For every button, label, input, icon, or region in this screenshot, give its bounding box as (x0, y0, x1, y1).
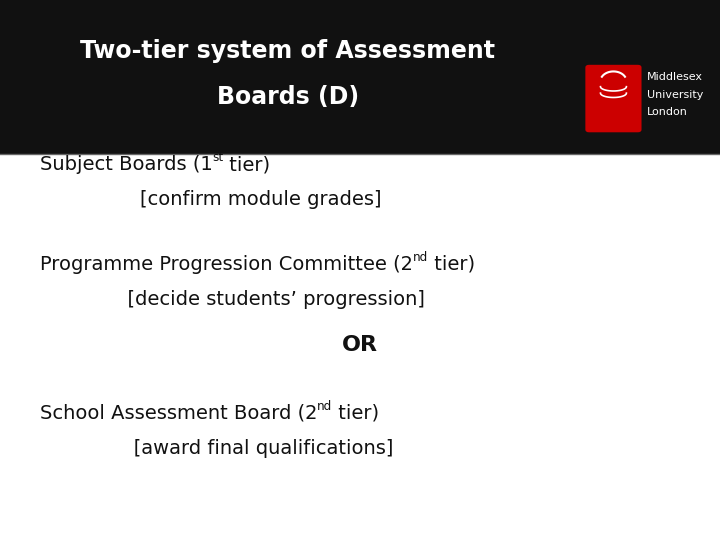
Text: Boards (D): Boards (D) (217, 85, 359, 110)
Text: OR: OR (342, 335, 378, 355)
FancyBboxPatch shape (585, 65, 642, 132)
Text: University: University (647, 90, 703, 100)
Text: Programme Progression Committee (2: Programme Progression Committee (2 (40, 255, 413, 274)
Text: Middlesex: Middlesex (647, 72, 703, 82)
Text: Subject Boards (1: Subject Boards (1 (40, 155, 212, 174)
Text: st: st (212, 151, 223, 164)
Text: [award final qualifications]: [award final qualifications] (40, 438, 393, 457)
Text: tier): tier) (333, 403, 379, 422)
Text: School Assessment Board (2: School Assessment Board (2 (40, 403, 317, 422)
Text: London: London (647, 107, 688, 118)
Text: nd: nd (317, 400, 333, 413)
Text: nd: nd (413, 251, 428, 264)
Text: tier): tier) (223, 155, 271, 174)
Text: tier): tier) (428, 255, 475, 274)
FancyBboxPatch shape (0, 0, 720, 154)
Text: [decide students’ progression]: [decide students’ progression] (40, 290, 425, 309)
Text: [confirm module grades]: [confirm module grades] (40, 190, 381, 209)
Text: Two-tier system of Assessment: Two-tier system of Assessment (81, 39, 495, 63)
